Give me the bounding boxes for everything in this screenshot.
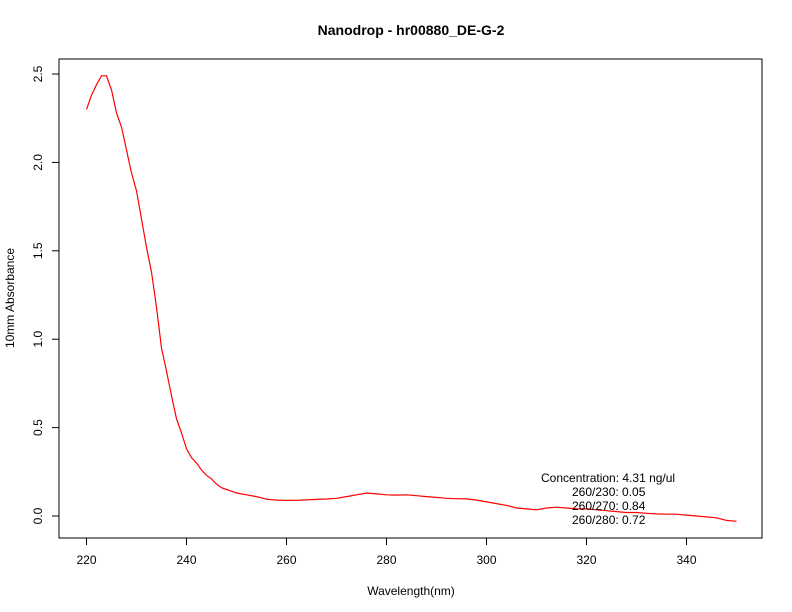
y-tick-label: 0.5 <box>31 419 45 436</box>
annotation-260-230: 260/230: 0.05 <box>572 485 646 499</box>
x-tick-label: 220 <box>76 553 96 567</box>
series-layer <box>85 75 737 522</box>
x-tick-label: 320 <box>576 553 596 567</box>
annotation-block: Concentration: 4.31 ng/ul 260/230: 0.05 … <box>541 471 675 527</box>
x-axis-label: Wavelength(nm) <box>367 584 455 598</box>
y-tick-label: 2.0 <box>31 154 45 171</box>
annotation-concentration: Concentration: 4.31 ng/ul <box>541 471 675 485</box>
y-tick-label: 1.5 <box>31 242 45 259</box>
y-tick-label: 2.5 <box>31 65 45 82</box>
y-tick-label: 1.0 <box>31 331 45 348</box>
y-tick-label: 0.0 <box>31 507 45 524</box>
x-tick-label: 240 <box>176 553 196 567</box>
x-tick-label: 280 <box>376 553 396 567</box>
x-tick-label: 300 <box>476 553 496 567</box>
x-axis: 220 240 260 280 300 320 340 <box>76 537 697 567</box>
annotation-260-270: 260/270: 0.84 <box>572 499 646 513</box>
y-axis-label: 10mm Absorbance <box>3 248 17 348</box>
x-tick-label: 340 <box>676 553 696 567</box>
x-tick-label: 260 <box>276 553 296 567</box>
series-line <box>85 75 737 522</box>
chart-title: Nanodrop - hr00880_DE-G-2 <box>318 22 505 38</box>
annotation-260-280: 260/280: 0.72 <box>572 513 646 527</box>
y-axis: 0.0 0.5 1.0 1.5 2.0 2.5 <box>31 65 60 524</box>
